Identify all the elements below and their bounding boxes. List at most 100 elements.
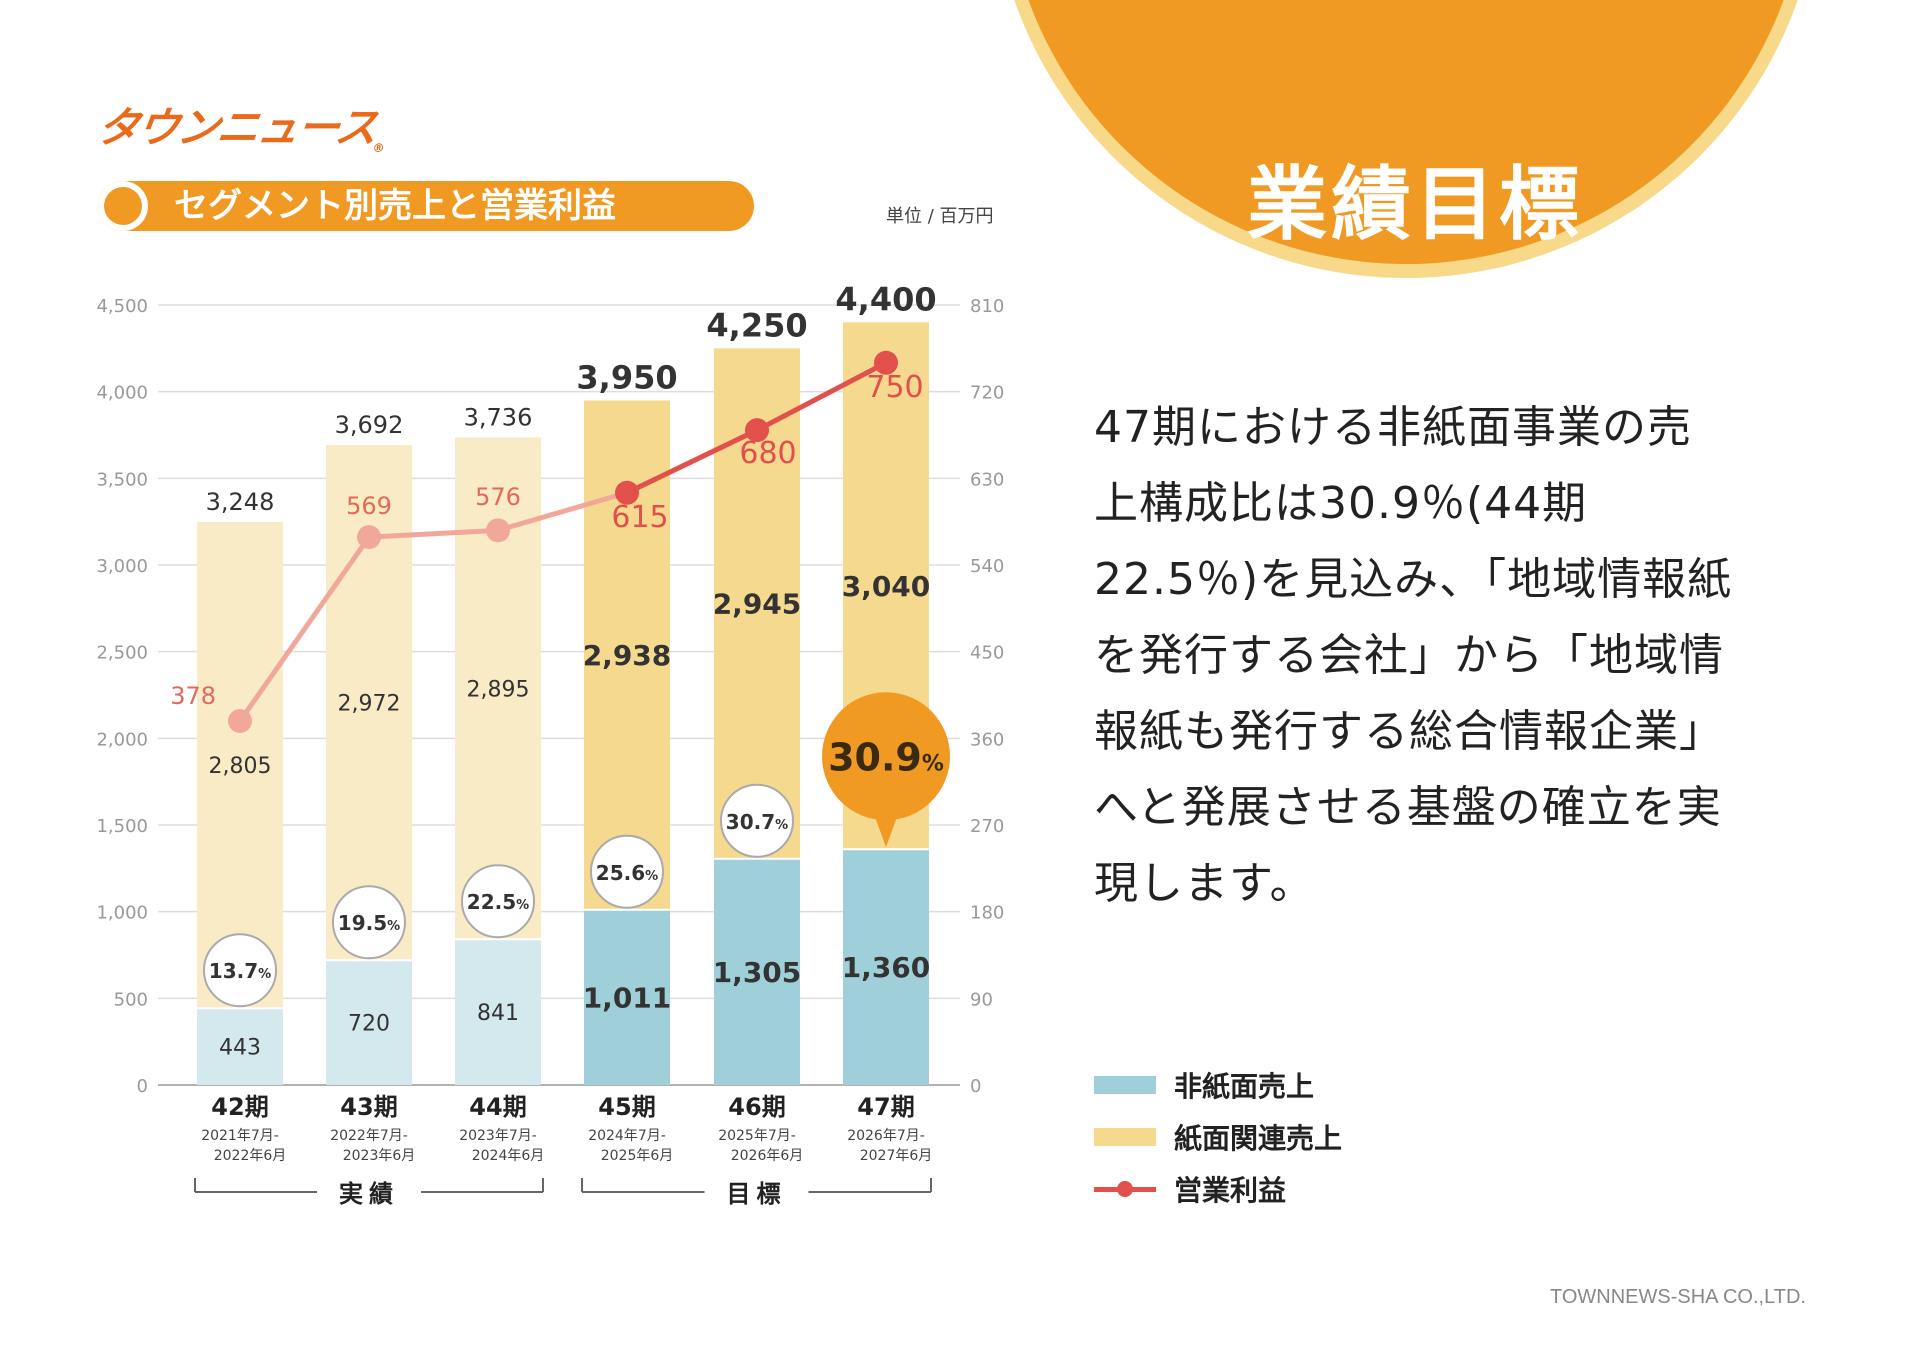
y2-tick-label: 450 [970,643,1004,664]
legend-label-paper: 紙面関連売上 [1174,1122,1343,1155]
y-tick-label: 3,000 [96,556,148,577]
value-label-non-paper: 720 [348,1012,390,1037]
ratio-callout [720,783,794,858]
y-tick-label: 0 [137,1076,148,1097]
bar-non-paper [714,858,800,1085]
ratio-callout-joint [618,895,636,904]
page-title: 業績目標 [1247,158,1583,251]
y-tick-label: 3,500 [96,469,148,490]
profit-point [486,518,510,543]
summary-text: 47期における非紙面事業の売上構成比は30.9％(44期22.5％)を見込み、「… [1094,402,1733,909]
x-period-start: 2022年7月- [330,1128,408,1144]
value-label-paper: 2,805 [209,754,272,779]
legend-item-non-paper: 非紙面売上 [1094,1065,1314,1105]
value-label-paper: 2,938 [583,639,672,672]
ratio-callout [203,933,277,1008]
ratio-callout [590,834,664,909]
value-label-non-paper: 1,305 [713,956,802,989]
legend-swatch-paper [1094,1128,1156,1146]
y2-tick-label: 270 [970,816,1004,837]
profit-line-segment [625,427,759,496]
profit-point [357,525,381,550]
x-period-start: 2026年7月- [847,1128,925,1144]
y2-tick-label: 360 [970,729,1004,750]
x-category-label: 47期 [857,1093,914,1121]
ratio-unit: % [258,967,271,982]
ratio-callout-joint [489,925,507,934]
legend-item-paper: 紙面関連売上 [1094,1117,1342,1157]
ratio-callout-pointer [874,814,898,848]
profit-line-segment [755,360,888,433]
y-tick-label: 4,000 [96,383,148,404]
profit-label: 378 [170,682,216,710]
profit-point [615,480,639,505]
bar-paper [197,522,283,1009]
value-label-non-paper: 1,360 [842,951,931,984]
group-label: 実績 [339,1180,399,1208]
y2-tick-label: 720 [970,383,1004,404]
y2-tick-label: 630 [970,469,1004,490]
profit-label: 569 [346,492,392,520]
group-label: 目標 [727,1180,787,1208]
y-tick-label: 2,000 [96,729,148,750]
ratio-callout-joint [360,946,378,955]
ratio-label: 25.6% [596,861,658,885]
value-label-non-paper: 841 [477,1001,519,1026]
x-period-start: 2024年7月- [588,1128,666,1144]
ratio-unit: % [645,869,658,884]
profit-label: 750 [866,370,923,405]
ratio-callout [332,885,406,960]
legend-label-profit: 営業利益 [1174,1174,1287,1207]
profit-point [745,418,769,443]
profit-label: 615 [611,500,668,535]
profit-point [874,350,898,375]
x-period-start: 2025年7月- [718,1128,796,1144]
y-tick-label: 1,500 [96,816,148,837]
ratio-unit: % [922,751,944,776]
profit-point [228,709,252,733]
legend-swatch-non-paper [1094,1076,1156,1094]
bar-non-paper [326,960,412,1085]
bar-non-paper [584,909,670,1085]
ratio-callout [461,864,535,939]
profit-line-segment [497,490,628,533]
value-label-non-paper: 1,011 [583,981,672,1014]
y-tick-label: 500 [114,989,148,1010]
profit-label: 680 [739,436,796,471]
total-label: 3,692 [335,411,404,439]
total-label: 4,250 [706,306,807,344]
x-category-label: 45期 [598,1093,655,1121]
y-tick-label: 2,500 [96,643,148,664]
profit-line-segment [237,535,372,723]
x-period-end: 2026年6月 [731,1148,804,1164]
ratio-unit: % [516,898,529,913]
y2-tick-label: 90 [970,989,993,1010]
section-header-bar [98,181,754,231]
y2-tick-label: 180 [970,903,1004,924]
total-label: 3,736 [464,403,533,431]
total-label: 4,400 [835,280,936,318]
ratio-callout-highlight [822,692,950,821]
segment-sales-chart: 0 500 1,000 1,500 2,000 2,500 3,000 3,500 4,000 4… [96,280,1004,1208]
value-label-non-paper: 443 [219,1036,261,1061]
legend-label-non-paper: 非紙面売上 [1174,1070,1315,1103]
ratio-callout-joint [748,844,766,853]
x-period-end: 2025年6月 [601,1148,674,1164]
value-label-paper: 2,895 [467,677,530,702]
y2-tick-label: 0 [970,1076,981,1097]
unit-label: 単位 / 百万円 [886,206,994,227]
legend-item-profit: 営業利益 [1094,1169,1286,1209]
y2-tick-label: 810 [970,296,1004,317]
value-label-paper: 3,040 [842,570,931,603]
x-category-label: 46期 [728,1093,785,1121]
x-period-end: 2027年6月 [860,1148,933,1164]
bar-non-paper [455,939,541,1085]
x-category-label: 43期 [340,1093,397,1121]
y-tick-label: 1,000 [96,903,148,924]
bar-non-paper [197,1008,283,1085]
ratio-callout-joint [231,994,249,1003]
copyright: TOWNNEWS-SHA CO.,LTD. [1550,1286,1806,1308]
y2-tick-label: 540 [970,556,1004,577]
x-period-end: 2023年6月 [343,1148,416,1164]
x-period-end: 2024年6月 [472,1148,545,1164]
